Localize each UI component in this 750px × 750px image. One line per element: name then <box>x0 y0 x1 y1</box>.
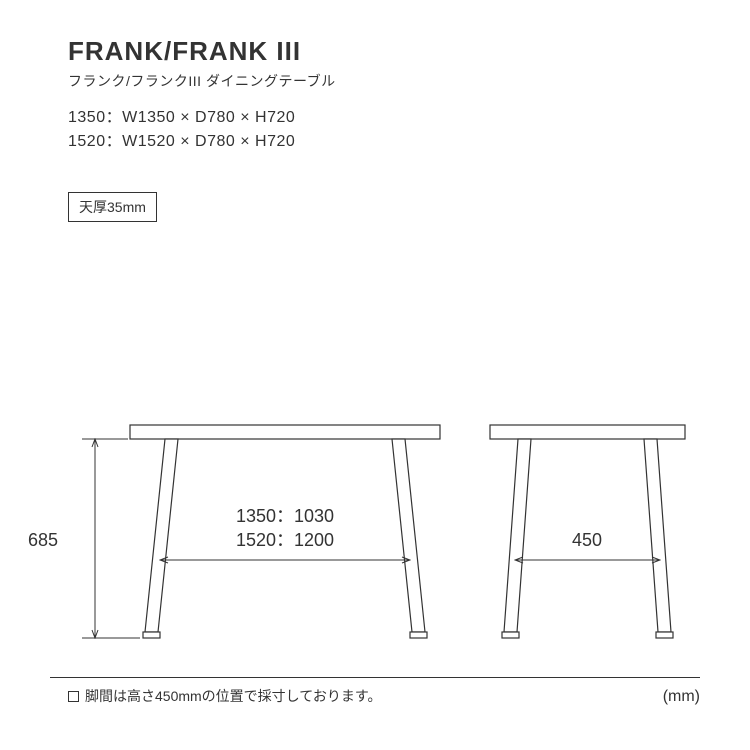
side-span-label: 450 <box>572 530 602 550</box>
front-view: 685 1350：1030 1520：1200 <box>28 425 440 638</box>
footer-rule <box>50 677 700 678</box>
front-height-dim <box>82 439 140 638</box>
side-view: 450 <box>490 425 685 638</box>
footnote: 脚間は高さ450mmの位置で採寸しております。 <box>68 686 381 706</box>
front-span-label-1: 1350：1030 <box>236 506 334 526</box>
technical-drawing: 685 1350：1030 1520：1200 450 <box>0 0 750 750</box>
front-tabletop <box>130 425 440 439</box>
footnote-checkbox-icon <box>68 691 79 702</box>
front-height-label: 685 <box>28 530 58 550</box>
footnote-text: 脚間は高さ450mmの位置で採寸しております。 <box>85 688 381 704</box>
front-span-label-2: 1520：1200 <box>236 530 334 550</box>
side-tabletop <box>490 425 685 439</box>
unit-label: (mm) <box>663 688 700 706</box>
